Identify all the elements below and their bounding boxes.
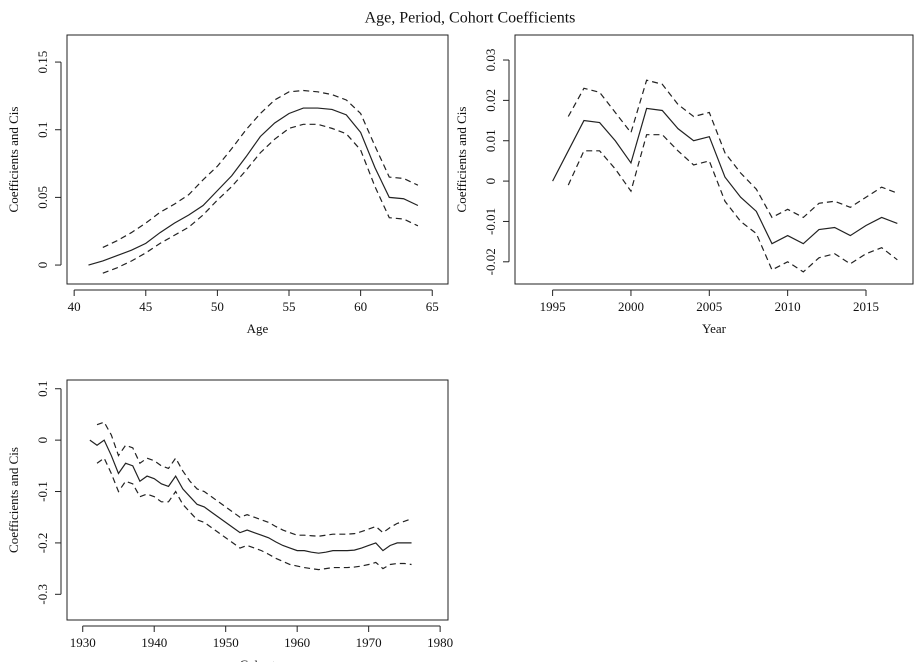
plot-frame <box>66 379 449 621</box>
y-tick-label: 0.1 <box>35 122 50 138</box>
x-tick-label: 1950 <box>213 635 239 650</box>
y-tick-label: 0.05 <box>35 186 50 209</box>
y-tick-label: 0 <box>35 437 50 444</box>
x-tick-label: 1970 <box>356 635 382 650</box>
y-tick-label: 0.1 <box>35 381 50 397</box>
ci-line <box>96 457 412 571</box>
x-tick-label: 2005 <box>696 299 722 314</box>
x-tick-label: 55 <box>283 299 296 314</box>
y-tick-label: 0 <box>483 178 498 185</box>
y-tick-label: -0.2 <box>35 533 50 554</box>
y-tick-label: 0.03 <box>483 49 498 72</box>
x-axis-label: Age <box>247 321 269 336</box>
y-tick-label: 0.01 <box>483 129 498 152</box>
x-tick-label: 2015 <box>853 299 879 314</box>
y-axis-label: Coefficients and Cis <box>6 447 21 553</box>
coefficient-line <box>552 107 898 245</box>
figure-title: Age, Period, Cohort Coefficients <box>365 10 576 27</box>
x-tick-label: 1980 <box>427 635 453 650</box>
x-tick-label: 2010 <box>775 299 801 314</box>
y-tick-label: -0.02 <box>483 248 498 275</box>
ci-line <box>96 421 412 537</box>
x-tick-label: 40 <box>68 299 81 314</box>
x-tick-label: 45 <box>139 299 152 314</box>
plot-frame <box>66 34 449 285</box>
y-axis-label: Coefficients and Cis <box>454 107 469 213</box>
x-tick-label: 60 <box>354 299 367 314</box>
y-tick-label: -0.1 <box>35 481 50 502</box>
x-axis-label: Cohort <box>239 657 276 662</box>
x-tick-label: 2000 <box>618 299 644 314</box>
ci-line <box>102 123 419 274</box>
y-tick-label: 0 <box>35 262 50 269</box>
plot-frame <box>514 34 914 285</box>
x-tick-label: 1995 <box>540 299 566 314</box>
coefficient-line <box>88 107 419 266</box>
ci-line <box>567 79 898 219</box>
x-tick-label: 50 <box>211 299 224 314</box>
y-tick-label: 0.02 <box>483 89 498 112</box>
y-axis-label: Coefficients and Cis <box>6 107 21 213</box>
x-axis-label: Year <box>702 321 727 336</box>
coefficient-line <box>89 439 412 554</box>
ci-line <box>102 89 419 249</box>
y-tick-label: 0.15 <box>35 51 50 74</box>
y-tick-label: -0.3 <box>35 584 50 605</box>
x-tick-label: 1940 <box>141 635 167 650</box>
y-tick-label: -0.01 <box>483 208 498 235</box>
x-tick-label: 1930 <box>70 635 96 650</box>
x-tick-label: 65 <box>426 299 439 314</box>
x-tick-label: 1960 <box>284 635 310 650</box>
ci-line <box>567 134 898 273</box>
